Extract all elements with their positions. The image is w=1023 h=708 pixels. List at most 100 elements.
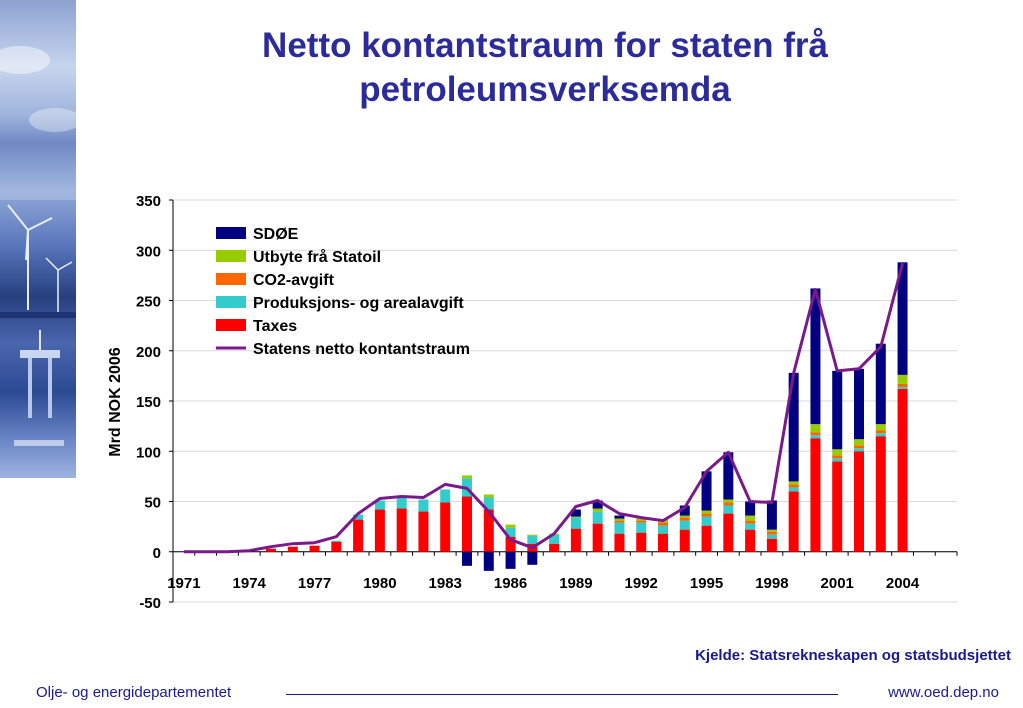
bar-segment (810, 424, 821, 433)
bar-segment (766, 500, 777, 530)
legend-label: SDØE (253, 226, 299, 243)
legend-label: CO2-avgift (253, 272, 335, 289)
x-tick-label: 1998 (755, 575, 788, 592)
x-tick-label: 2004 (886, 575, 920, 592)
bar-segment (854, 445, 864, 449)
y-tick-label: 100 (136, 444, 161, 461)
bar-segment (570, 509, 581, 517)
bar-segment (658, 525, 668, 534)
bar-segment (331, 541, 342, 552)
bar-segment (679, 515, 690, 518)
bar-segment (723, 505, 734, 514)
bar-segment (287, 546, 298, 552)
bar-segment (832, 449, 843, 456)
bar-segment (810, 438, 821, 552)
bar-segment (766, 538, 777, 552)
x-tick-label: 1980 (363, 575, 396, 592)
bar-segment (483, 509, 494, 552)
bar-segment (788, 481, 799, 485)
x-tick-label: 1983 (429, 575, 462, 592)
bar-segment (875, 424, 886, 431)
x-tick-label: 1986 (494, 575, 527, 592)
bar-segment (854, 451, 864, 552)
legend-label: Produksjons- og arealavgift (253, 295, 464, 312)
legend-swatch (216, 227, 246, 239)
bar-segment (701, 516, 712, 526)
bar-segment (679, 529, 690, 552)
x-tick-label: 1992 (625, 575, 658, 592)
bar-segment (832, 455, 843, 459)
legend-swatch (216, 296, 246, 308)
bar-segment (875, 433, 886, 437)
bar-segment (374, 500, 385, 510)
x-tick-label: 2001 (821, 575, 854, 592)
bar-segment (854, 439, 864, 446)
bar-segment (505, 536, 516, 552)
y-tick-label: 150 (136, 394, 161, 411)
slide-title-line-1: Netto kontantstraum for staten frå (262, 26, 828, 65)
line-series-netto-kontantstraum (183, 262, 905, 554)
bar-segment (810, 432, 821, 436)
bar-segment (592, 523, 603, 552)
bar-segment (353, 514, 364, 520)
bar-segment (331, 540, 342, 542)
bar-segment (549, 543, 560, 552)
bar-segment (418, 499, 429, 512)
bar-segment (875, 430, 886, 434)
y-tick-label: 350 (136, 193, 161, 210)
bar-segment (897, 383, 908, 387)
bar-segment (766, 534, 777, 539)
bar-segment (745, 520, 756, 524)
bar-segment (549, 534, 560, 544)
bar-segment (810, 435, 821, 439)
bar-segment (396, 497, 407, 509)
bar-segment (701, 513, 712, 517)
bar-segment (766, 529, 777, 532)
bar-segment (723, 452, 734, 500)
bar-segment (723, 499, 734, 503)
footer-divider (286, 694, 838, 695)
x-tick-label: 1977 (298, 575, 331, 592)
footer-website-link[interactable]: www.oed.dep.no (888, 684, 999, 701)
bar-segment (788, 491, 799, 552)
bar-segment (614, 515, 625, 519)
slide-title: Netto kontantstraum for staten frå petro… (120, 24, 970, 112)
y-tick-label: -50 (139, 595, 161, 612)
bar-segment (483, 551, 494, 571)
x-tick-label: 1989 (559, 575, 592, 592)
bar-segment (875, 436, 886, 552)
bar-segment (527, 535, 538, 544)
bar-segment (505, 524, 516, 528)
bar-segment (701, 510, 712, 514)
bar-segment (832, 458, 843, 462)
legend-swatch (216, 319, 246, 331)
x-tick-label: 1971 (167, 575, 200, 592)
bar-segment (636, 518, 647, 521)
bar-segment (614, 522, 625, 534)
bar-segment (897, 388, 908, 552)
y-tick-label: 250 (136, 294, 161, 311)
y-axis-label: Mrd NOK 2006 (107, 347, 124, 456)
legend-label: Statens netto kontantstraum (253, 341, 470, 358)
bar-segment (570, 517, 581, 529)
bar-segment (527, 551, 538, 565)
bar-segment (462, 551, 472, 566)
bar-segment (614, 520, 625, 523)
bar-segment (636, 520, 647, 523)
bar-segment (353, 519, 364, 552)
bar-segment (745, 501, 756, 516)
bar-segment (592, 500, 603, 509)
bar-segment (679, 520, 690, 530)
bar-segment (592, 508, 603, 512)
bar-segment (636, 522, 647, 533)
bar-segment (810, 288, 821, 425)
bar-segment (505, 551, 516, 569)
bar-segment (527, 534, 538, 536)
bar-segment (745, 529, 756, 552)
bar-segment (897, 386, 908, 389)
legend-label: Utbyte frå Statoil (253, 248, 381, 266)
bar-segment (570, 516, 581, 518)
legend-label: Taxes (253, 318, 297, 335)
y-tick-label: 200 (136, 344, 161, 361)
